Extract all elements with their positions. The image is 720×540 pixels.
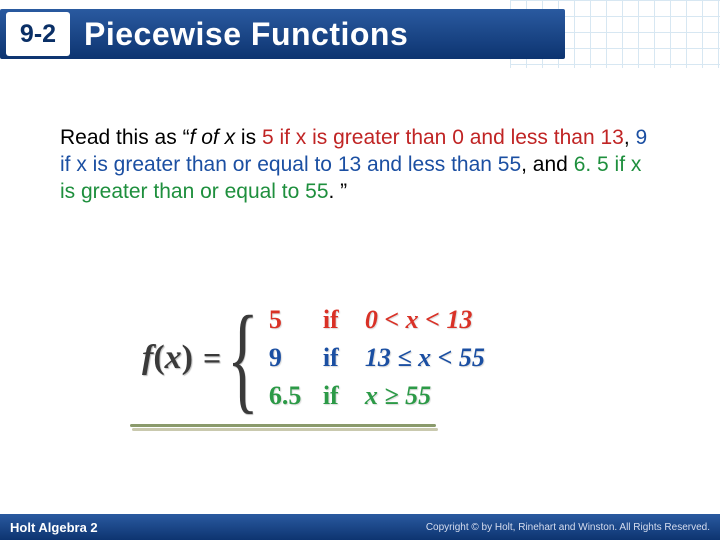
- case-row-3: 6.5 if x ≥ 55: [269, 381, 485, 411]
- title-bar: 9-2 Piecewise Functions: [0, 9, 565, 59]
- footer: Holt Algebra 2 Copyright © by Holt, Rine…: [0, 514, 720, 540]
- header: 9-2 Piecewise Functions: [0, 0, 720, 68]
- separator1: ,: [624, 126, 636, 149]
- case2-value: 9: [269, 343, 323, 373]
- case3-if: if: [323, 381, 365, 411]
- formula-underline-2: [132, 428, 438, 431]
- section-number-badge: 9-2: [6, 12, 70, 56]
- case3-value: 6.5: [269, 381, 323, 411]
- formula-underline-1: [130, 424, 436, 427]
- cases-list: 5 if 0 < x < 13 9 if 13 ≤ x < 55 6.5 if …: [269, 305, 485, 411]
- reading-instruction: Read this as “f of x is 5 if x is greate…: [60, 125, 660, 206]
- case1-condition: 0 < x < 13: [365, 305, 473, 335]
- formula-lhs: f(x): [142, 339, 193, 377]
- case-row-1: 5 if 0 < x < 13: [269, 305, 485, 335]
- f-of-x-text: f of x: [190, 126, 236, 149]
- separator2: , and: [521, 153, 574, 176]
- case2-condition: 13 ≤ x < 55: [365, 343, 485, 373]
- footer-copyright: Copyright © by Holt, Rinehart and Winsto…: [426, 522, 710, 533]
- formula-row: f(x) = { 5 if 0 < x < 13 9 if 13 ≤ x < 5…: [142, 305, 582, 411]
- footer-book-title: Holt Algebra 2: [10, 520, 98, 535]
- close-quote: . ”: [329, 180, 348, 203]
- is-text: is: [235, 126, 262, 149]
- case1-description: 5 if x is greater than 0 and less than 1…: [262, 126, 624, 149]
- page-title: Piecewise Functions: [84, 16, 408, 53]
- equals-sign: =: [203, 340, 221, 377]
- case-row-2: 9 if 13 ≤ x < 55: [269, 343, 485, 373]
- case2-if: if: [323, 343, 365, 373]
- case1-if: if: [323, 305, 365, 335]
- intro-text: Read this as “: [60, 126, 190, 149]
- left-brace: {: [227, 307, 259, 409]
- case3-condition: x ≥ 55: [365, 381, 431, 411]
- case1-value: 5: [269, 305, 323, 335]
- piecewise-formula: f(x) = { 5 if 0 < x < 13 9 if 13 ≤ x < 5…: [142, 305, 582, 411]
